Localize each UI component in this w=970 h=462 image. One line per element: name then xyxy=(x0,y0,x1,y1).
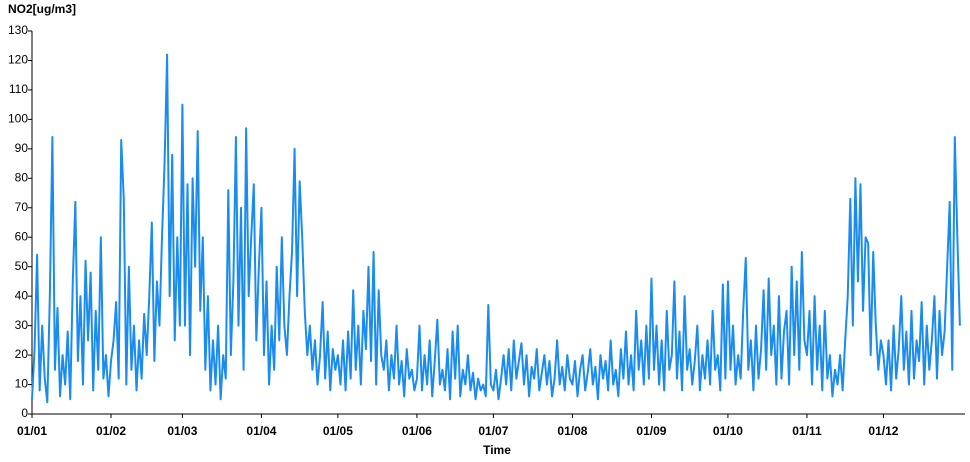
data-line xyxy=(31,53,961,404)
y-axis-label: NO2[ug/m3] xyxy=(8,2,76,16)
x-axis-label: Time xyxy=(483,443,511,457)
y-tick-label: 110 xyxy=(9,82,28,96)
x-tick-label: 01/06 xyxy=(402,424,432,438)
y-tick-label: 100 xyxy=(8,112,28,126)
y-tick-label: 30 xyxy=(15,318,29,332)
x-tick-label: 01/07 xyxy=(478,424,508,438)
x-tick-label: 01/10 xyxy=(713,424,743,438)
x-tick-label: 01/05 xyxy=(323,424,353,438)
x-tick-label: 01/12 xyxy=(868,424,898,438)
y-tick-label: 80 xyxy=(15,170,29,184)
y-tick-label: 20 xyxy=(15,347,29,361)
y-tick-label: 90 xyxy=(15,141,29,155)
y-tick-label: 10 xyxy=(15,377,29,391)
y-tick-label: 40 xyxy=(15,288,29,302)
x-tick-label: 01/04 xyxy=(246,424,276,438)
x-tick-label: 01/01 xyxy=(17,424,47,438)
y-tick-label: 50 xyxy=(15,259,29,273)
x-tick-label: 01/03 xyxy=(167,424,197,438)
x-tick-label: 01/02 xyxy=(96,424,126,438)
y-tick-label: 0 xyxy=(21,406,28,420)
y-tick-label: 130 xyxy=(8,23,28,37)
y-tick-label: 60 xyxy=(15,229,29,243)
x-tick-label: 01/09 xyxy=(636,424,666,438)
x-tick-label: 01/08 xyxy=(557,424,587,438)
y-tick-label: 70 xyxy=(15,200,29,214)
x-tick-label: 01/11 xyxy=(792,424,822,438)
y-tick-label: 120 xyxy=(8,53,28,67)
